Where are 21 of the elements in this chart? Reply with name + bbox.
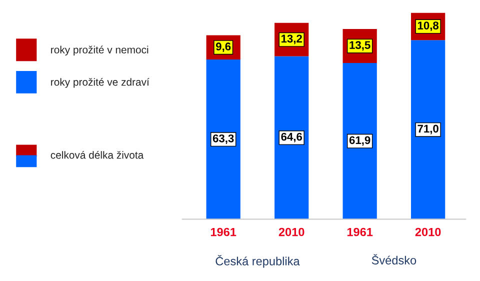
text: Česká republika — [216, 254, 300, 268]
bar — [274, 56, 309, 220]
bar — [342, 63, 377, 220]
x-tick-label: 1961 — [210, 228, 236, 236]
bar — [411, 40, 446, 220]
data-label: 13,2 — [281, 34, 302, 44]
legend-label: roky prožité ve zdraví — [51, 78, 150, 88]
legend-label: roky prožité v nemoci — [51, 46, 148, 56]
data-label: 13,5 — [350, 41, 370, 51]
data-label: 61,9 — [349, 136, 370, 146]
text: celková délka života — [50, 150, 144, 159]
data-label: 71,0 — [418, 124, 438, 134]
data-label: 63,3 — [212, 134, 234, 144]
x-tick-label: 1961 — [347, 228, 373, 236]
data-label: 64,6 — [281, 132, 302, 142]
bar — [206, 60, 240, 220]
text: Švédsko — [372, 254, 416, 264]
data-label: 10,8 — [418, 22, 439, 32]
data-label: 9,6 — [216, 42, 231, 52]
x-tick-label: 2010 — [278, 228, 304, 236]
x-tick-label: 2010 — [415, 228, 441, 236]
